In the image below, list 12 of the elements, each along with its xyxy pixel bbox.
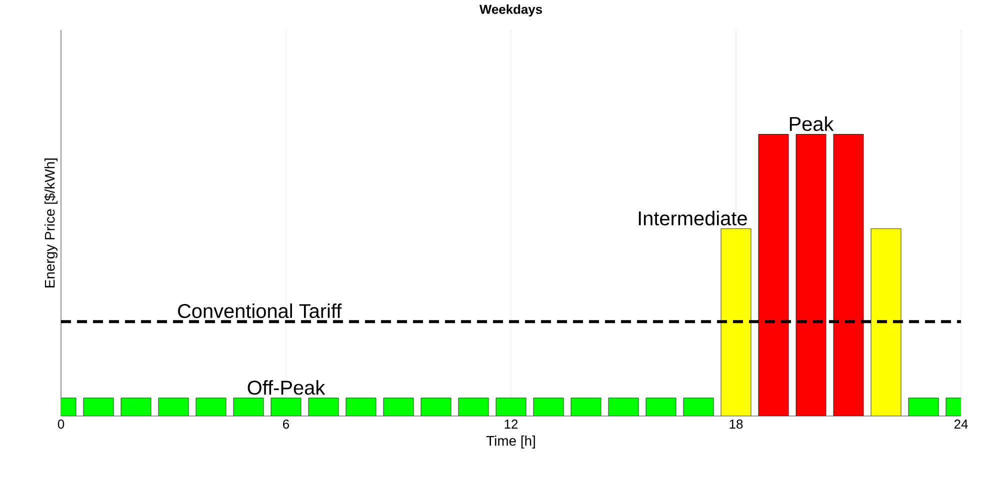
x-axis-title: Time [h]: [486, 436, 535, 449]
x-tick-label: 12: [504, 420, 518, 429]
ref-line-label: Conventional Tariff: [178, 303, 342, 318]
annotation: Peak: [790, 116, 834, 132]
x-tick-label: 24: [954, 420, 968, 429]
x-tick-label: 0: [58, 420, 64, 429]
annotation: Intermediate: [638, 210, 747, 226]
chart-title: Weekdays: [479, 4, 542, 16]
x-tick-label: 18: [730, 420, 743, 429]
annotation: Off-Peak: [248, 380, 326, 395]
y-axis-title: Energy Price [$/kWh]: [44, 158, 58, 288]
x-tick-label: 6: [283, 420, 290, 429]
